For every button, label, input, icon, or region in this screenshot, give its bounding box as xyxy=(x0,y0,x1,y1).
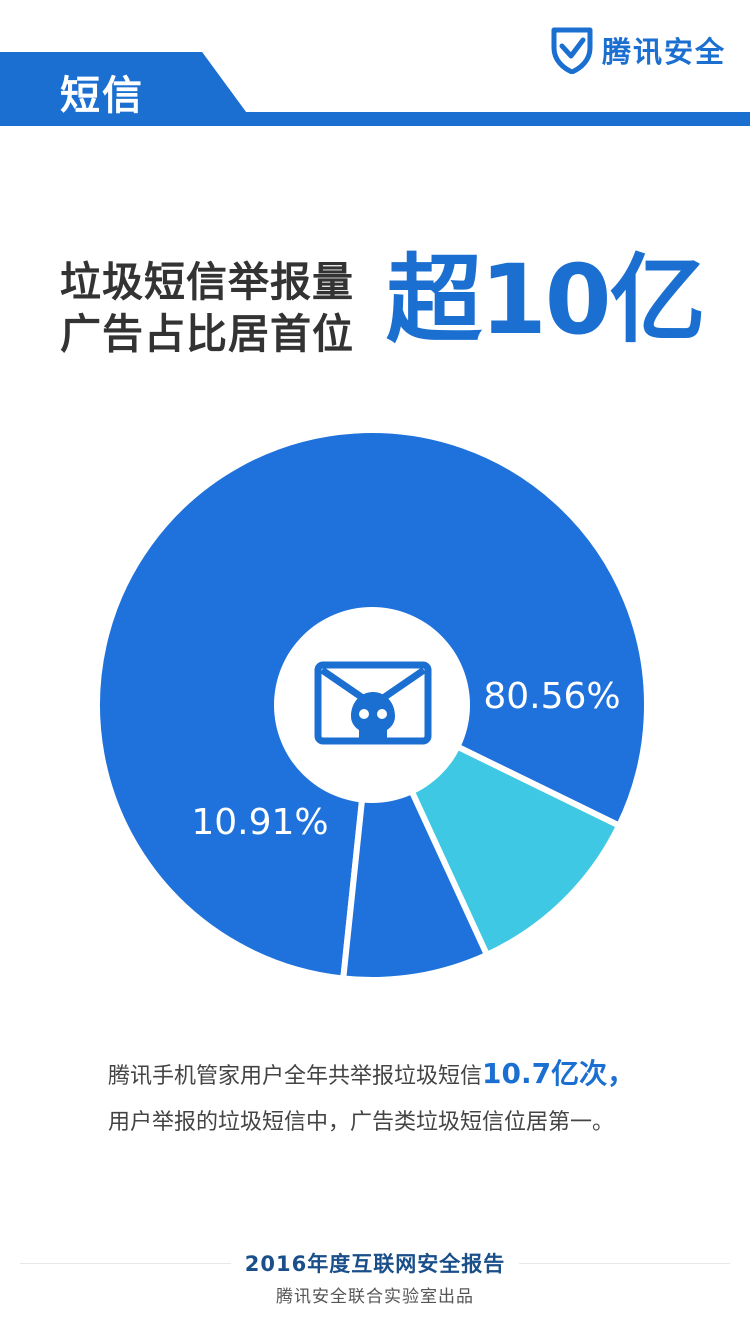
header: 短信 腾讯安全 xyxy=(0,0,750,140)
description-line-1: 腾讯手机管家用户全年共举报垃圾短信10.7亿次， xyxy=(108,1052,635,1092)
headline-line-2: 广告占比居首位 xyxy=(60,310,354,358)
description-highlight: 10.7亿次， xyxy=(482,1057,636,1090)
slice-label-1: 80.56% xyxy=(483,676,620,717)
brand: 腾讯安全 xyxy=(550,24,726,76)
footer-subtitle: 腾讯安全联合实验室出品 xyxy=(276,1287,474,1307)
pie-chart-svg: 80.56% 10.91% xyxy=(94,427,650,983)
slice-label-2: 10.91% xyxy=(191,802,328,843)
footer-title-text: 2016年度互联网安全报告 xyxy=(230,1252,520,1276)
footer-title: 2016年度互联网安全报告 xyxy=(0,1248,750,1278)
headline-line-1: 垃圾短信举报量 xyxy=(60,258,354,306)
brand-name: 腾讯安全 xyxy=(601,35,726,69)
headline: 垃圾短信举报量 广告占比居首位 超10亿 xyxy=(60,236,720,366)
spam-mail-skull-icon xyxy=(314,661,432,745)
description-line-1-prefix: 腾讯手机管家用户全年共举报垃圾短信 xyxy=(108,1064,483,1089)
section-tab-shape xyxy=(0,52,750,126)
description-line-2: 用户举报的垃圾短信中，广告类垃圾短信位居第一。 xyxy=(108,1110,615,1135)
pie-chart: 80.56% 10.91% xyxy=(0,400,750,1020)
shield-check-icon xyxy=(551,27,593,74)
section-tab-label: 短信 xyxy=(60,73,144,119)
headline-accent: 超10亿 xyxy=(386,244,706,356)
